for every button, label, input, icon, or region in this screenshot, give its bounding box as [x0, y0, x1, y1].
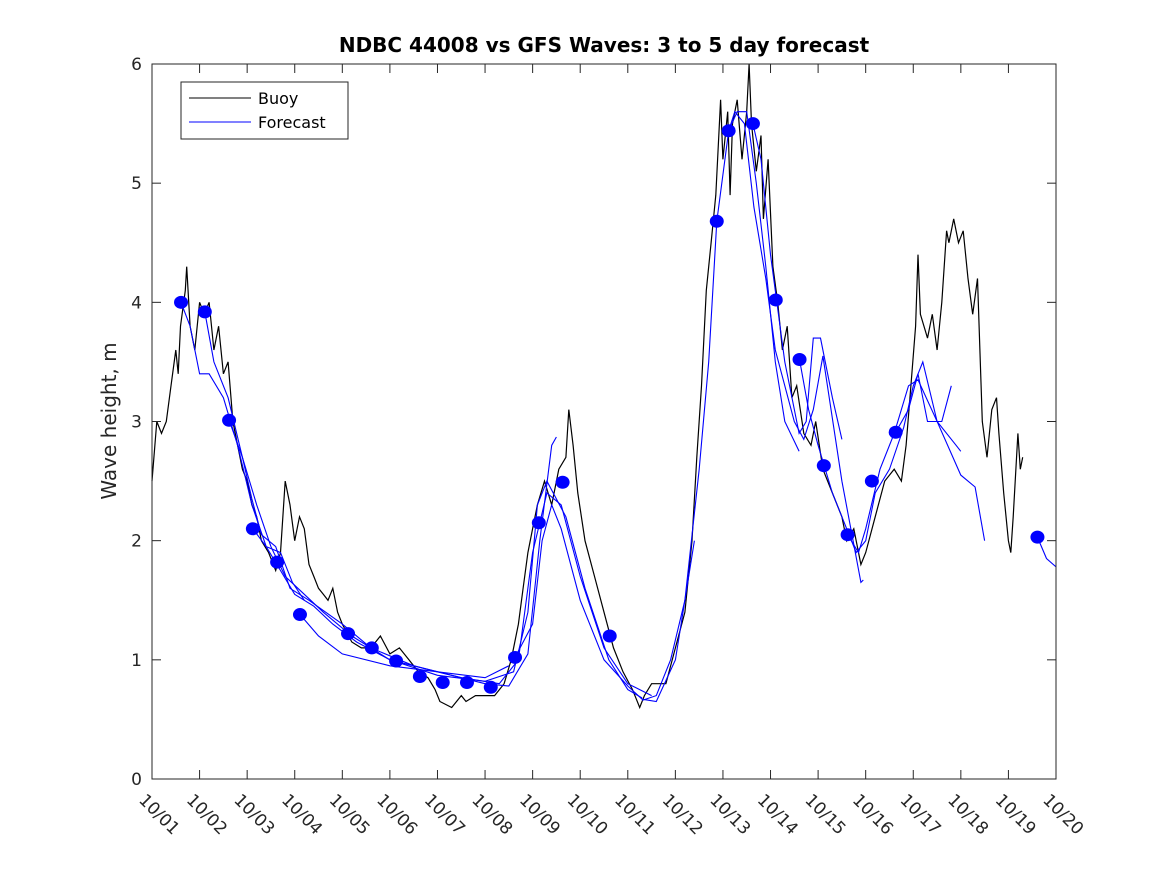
forecast-point	[483, 680, 498, 694]
forecast-line-4	[299, 436, 557, 687]
x-tick-label: 10/19	[991, 790, 1040, 839]
buoy-series-line	[151, 63, 1024, 710]
axes-box	[151, 63, 1057, 780]
x-tick-label: 10/12	[658, 790, 707, 839]
x-tick-label: 10/07	[420, 790, 469, 839]
legend-box	[180, 81, 349, 140]
forecast-line-9	[798, 359, 986, 554]
y-tick-label: 1	[131, 651, 142, 671]
legend-buoy-label: Buoy	[258, 89, 298, 108]
forecast-point	[197, 305, 212, 319]
forecast-point	[816, 459, 831, 473]
forecast-point	[555, 475, 570, 489]
y-tick-label: 0	[131, 770, 142, 790]
x-tick-label: 10/09	[515, 790, 564, 839]
x-tick-label: 10/05	[325, 790, 374, 839]
y-tick-label: 5	[131, 174, 142, 194]
forecast-point	[270, 555, 285, 569]
x-tick-label: 10/03	[230, 790, 279, 839]
forecast-line-1	[204, 311, 643, 699]
forecast-point	[840, 528, 855, 542]
x-tick-label: 10/04	[277, 790, 326, 839]
x-tick-label: 10/06	[372, 790, 421, 839]
y-tick-label: 2	[131, 532, 142, 552]
x-tick-label: 10/16	[848, 790, 897, 839]
forecast-point	[412, 670, 427, 684]
forecast-point	[435, 675, 450, 689]
forecast-point	[459, 675, 474, 689]
forecast-point	[1030, 530, 1045, 544]
forecast-point	[792, 353, 807, 367]
forecast-line-0	[180, 302, 510, 679]
x-tick-label: 10/02	[182, 790, 231, 839]
x-tick-label: 10/13	[705, 790, 754, 839]
forecast-point	[292, 608, 307, 622]
forecast-point	[245, 522, 260, 536]
forecast-line-12	[1036, 536, 1057, 568]
x-tick-label: 10/08	[468, 790, 517, 839]
forecast-line-10	[847, 378, 962, 554]
legend: Buoy Forecast	[180, 81, 349, 140]
forecast-line-11	[895, 373, 952, 433]
plot-area	[151, 63, 1057, 710]
forecast-point	[768, 293, 783, 307]
forecast-point	[602, 629, 617, 643]
x-tick-label: 10/14	[753, 790, 802, 839]
forecast-point	[709, 214, 724, 228]
forecast-point	[508, 650, 523, 664]
x-tick-label: 10/01	[134, 790, 183, 839]
x-tick-label: 10/15	[801, 790, 850, 839]
y-axis-label: Wave height, m	[97, 342, 121, 499]
x-tick-label: 10/20	[1038, 790, 1087, 839]
forecast-line-5	[514, 503, 695, 703]
forecast-point	[721, 124, 736, 138]
forecast-point	[888, 425, 903, 439]
forecast-line-3	[252, 528, 305, 601]
x-tick-label: 10/11	[610, 790, 659, 839]
x-tick-label: 10/18	[943, 790, 992, 839]
axis-ticks: 012345610/0110/0210/0310/0410/0510/0610/…	[131, 55, 1087, 839]
forecast-point	[364, 641, 379, 655]
x-tick-label: 10/17	[896, 790, 945, 839]
forecast-point	[389, 654, 404, 668]
y-tick-label: 6	[131, 55, 142, 75]
forecast-point	[174, 295, 189, 309]
legend-forecast-label: Forecast	[258, 113, 326, 132]
forecast-point	[745, 117, 760, 131]
forecast-line-2	[228, 420, 652, 697]
forecast-line-8	[752, 123, 843, 440]
forecast-point	[222, 413, 237, 427]
forecast-point	[341, 627, 356, 641]
forecast-line-6	[641, 111, 800, 701]
y-tick-label: 4	[131, 293, 142, 313]
y-tick-label: 3	[131, 413, 142, 433]
x-tick-label: 10/10	[563, 790, 612, 839]
forecast-point	[531, 516, 546, 530]
forecast-line-7	[728, 110, 864, 584]
chart-title: NDBC 44008 vs GFS Waves: 3 to 5 day fore…	[339, 33, 870, 57]
forecast-point	[864, 474, 879, 488]
